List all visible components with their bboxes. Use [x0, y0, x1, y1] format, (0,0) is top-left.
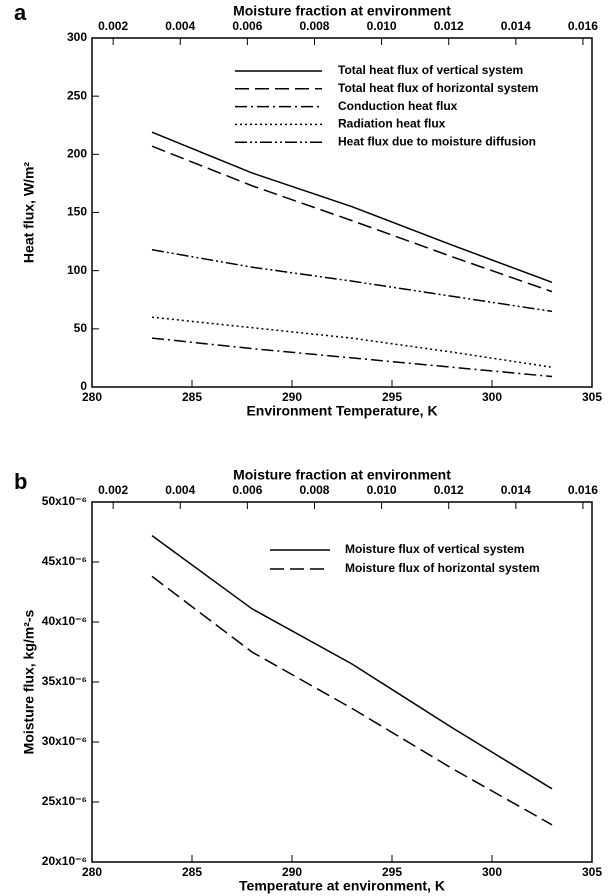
x-tick-label: 300: [482, 390, 502, 404]
y-tick-label: 35x10⁻⁶: [42, 674, 87, 688]
series-line: [151, 145, 553, 293]
panel: a 280 285 290 295 300 305 0.002 0.004 0.006 0.008 0…: [14, 0, 602, 419]
x2-tick-label: 0.004: [165, 19, 195, 33]
x-tick-label: 285: [182, 390, 202, 404]
x-tick-label: 295: [382, 390, 402, 404]
series-line: [151, 131, 553, 284]
y-axis-title: Heat flux, W/m²: [21, 162, 37, 263]
x-tick-label: 305: [582, 390, 602, 404]
y-tick-label: 50: [74, 321, 88, 335]
legend-label: Conduction heat flux: [338, 99, 458, 113]
x2-tick-label: 0.016: [568, 483, 598, 497]
legend-label: Moisture flux of horizontal system: [345, 561, 540, 575]
x2-tick-label: 0.008: [299, 19, 329, 33]
y-tick-label: 30x10⁻⁶: [42, 734, 87, 748]
y-tick-label: 150: [67, 205, 87, 219]
y-tick-label: 40x10⁻⁶: [42, 614, 87, 628]
x2-tick-label: 0.010: [367, 19, 397, 33]
x2-tick-label: 0.016: [568, 19, 598, 33]
y-tick-label: 200: [67, 147, 87, 161]
y-tick-label: 250: [67, 88, 87, 102]
y-axis-title: Moisture flux, kg/m²-s: [21, 609, 37, 754]
panel-label: b: [14, 469, 27, 494]
x2-tick-label: 0.006: [232, 483, 262, 497]
legend-label: Radiation heat flux: [338, 117, 446, 131]
x-tick-label: 285: [182, 865, 202, 879]
x-tick-label: 295: [382, 865, 402, 879]
x2-tick-label: 0.014: [501, 19, 531, 33]
y-tick-label: 20x10⁻⁶: [42, 854, 87, 868]
legend-label: Heat flux due to moisture diffusion: [338, 134, 536, 148]
series-line: [151, 575, 553, 826]
x-tick-label: 290: [282, 865, 302, 879]
x-tick-label: 305: [582, 865, 602, 879]
x2-tick-label: 0.012: [434, 483, 464, 497]
x2-tick-label: 0.014: [501, 483, 531, 497]
legend-label: Total heat flux of horizontal system: [338, 81, 538, 95]
y-tick-label: 50x10⁻⁶: [42, 494, 87, 508]
x2-axis-title: Moisture fraction at environment: [233, 3, 451, 19]
y-tick-label: 0: [80, 379, 87, 393]
panel: b 280 285 290 295 300 305 0.002 0.004 0.006 0.008 0…: [14, 467, 602, 894]
series-line: [151, 534, 553, 790]
x2-tick-label: 0.004: [165, 483, 195, 497]
series-line: [151, 248, 553, 313]
x-tick-label: 280: [82, 865, 102, 879]
y-tick-label: 25x10⁻⁶: [42, 794, 87, 808]
series-line: [151, 337, 553, 378]
x-tick-label: 290: [282, 390, 302, 404]
x-tick-label: 300: [482, 865, 502, 879]
x2-tick-label: 0.002: [98, 483, 128, 497]
x-axis-title: Environment Temperature, K: [246, 403, 437, 419]
panel-label: a: [14, 0, 27, 25]
x2-axis-title: Moisture fraction at environment: [233, 467, 451, 483]
y-tick-label: 45x10⁻⁶: [42, 554, 87, 568]
x2-tick-label: 0.010: [367, 483, 397, 497]
x2-tick-label: 0.008: [299, 483, 329, 497]
x-axis-title: Temperature at environment, K: [239, 878, 445, 894]
legend-label: Moisture flux of vertical system: [345, 542, 524, 556]
series-line: [151, 316, 553, 368]
x2-tick-label: 0.012: [434, 19, 464, 33]
x2-tick-label: 0.002: [98, 19, 128, 33]
x2-tick-label: 0.006: [232, 19, 262, 33]
legend-label: Total heat flux of vertical system: [338, 63, 523, 77]
y-tick-label: 300: [67, 30, 87, 44]
y-tick-label: 100: [67, 263, 87, 277]
x-tick-label: 280: [82, 390, 102, 404]
